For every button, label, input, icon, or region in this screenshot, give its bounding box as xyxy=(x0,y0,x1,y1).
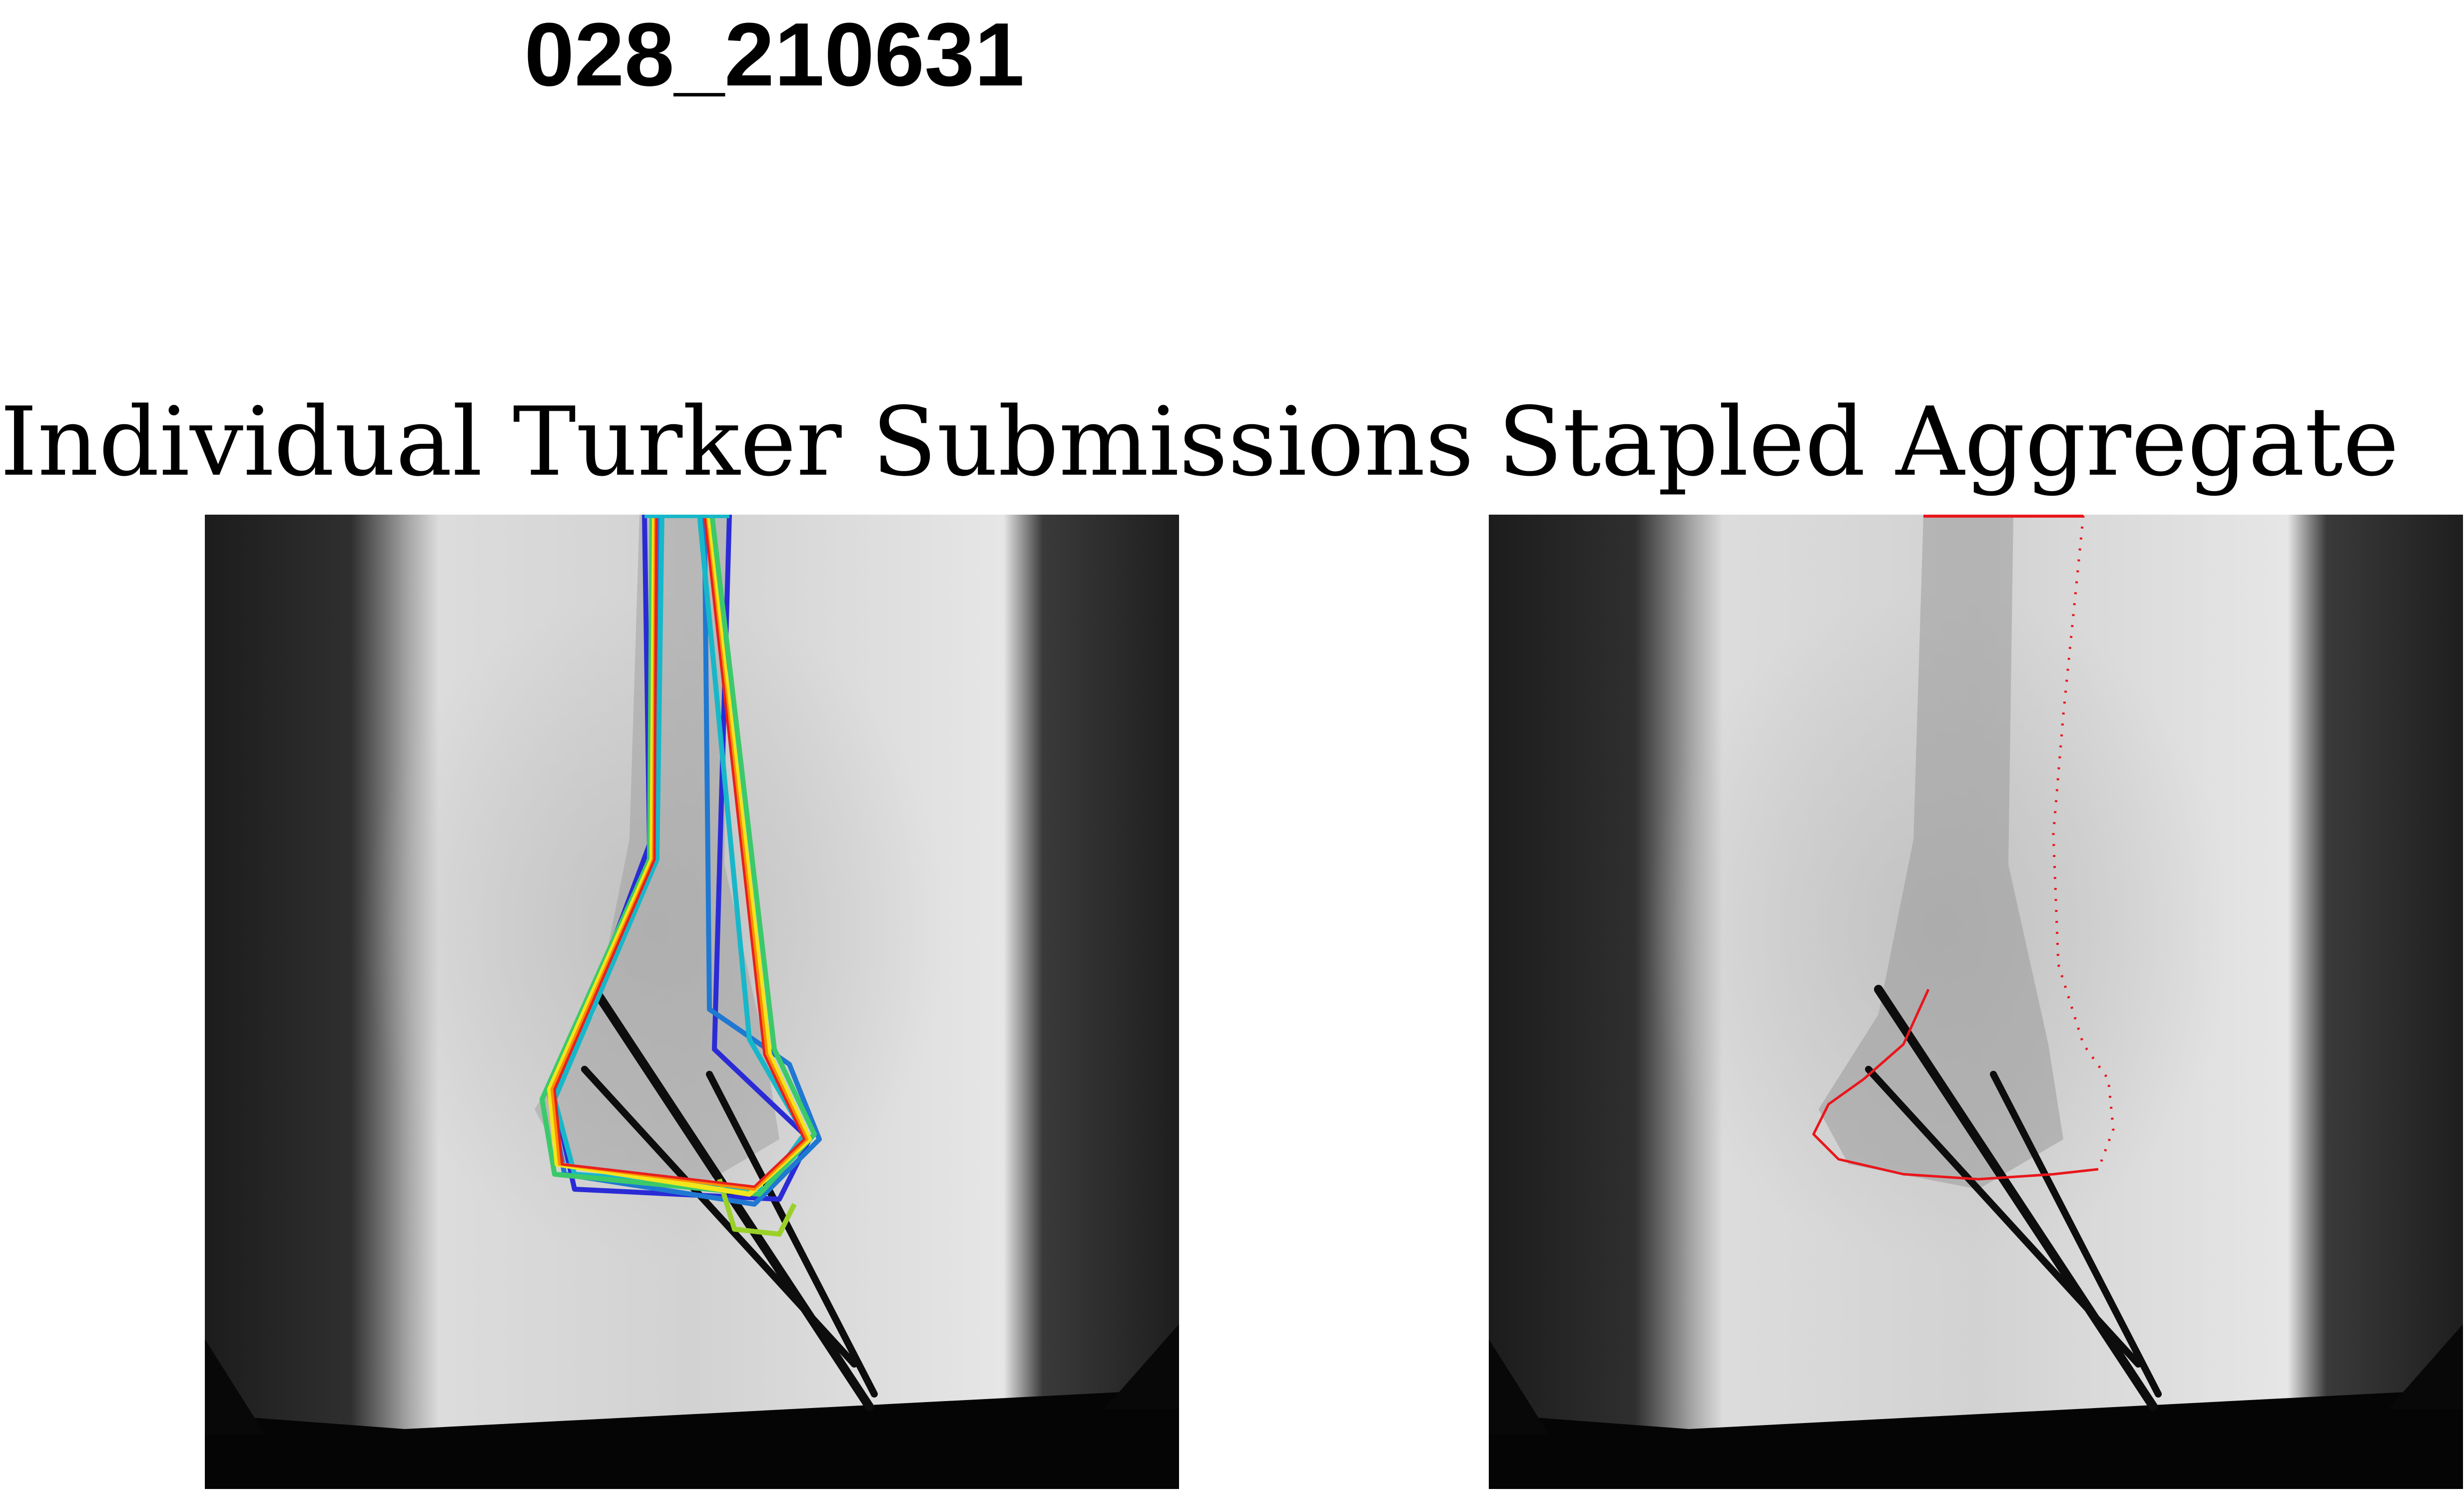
left-panel-title: Individual Turker Submissions xyxy=(0,387,1474,497)
xray-image-right xyxy=(1489,515,2463,1489)
right-panel-title: Stapled Aggregate xyxy=(1497,387,2400,497)
stapled-aggregate-panel xyxy=(1489,515,2463,1489)
individual-submissions-panel xyxy=(205,515,1179,1489)
figure-title: 028_210631 xyxy=(524,4,1025,105)
xray-image-left xyxy=(205,515,1179,1489)
